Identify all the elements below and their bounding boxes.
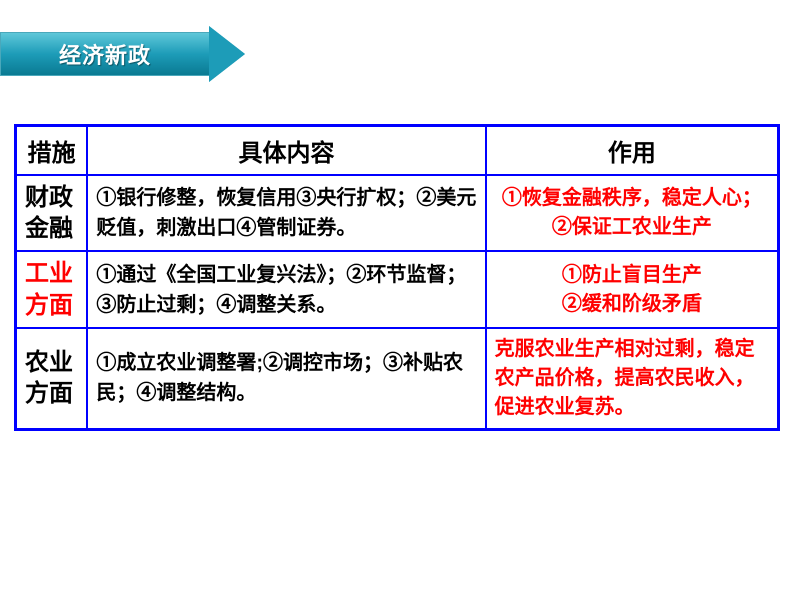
arrow-body: 经济新政: [0, 32, 210, 76]
row-effect-agriculture: 克服农业生产相对过剩，稳定农产品价格，提高农民收入，促进农业复苏。: [486, 328, 779, 430]
title-arrow-banner: 经济新政: [0, 28, 250, 80]
header-measure: 措施: [16, 126, 88, 176]
row-content-agriculture: ①成立农业调整署;②调控市场；③补贴农民；④调整结构。: [87, 328, 485, 430]
row-label-finance: 财政金融: [16, 175, 88, 251]
policy-table: 措施 具体内容 作用 财政金融 ①银行修整，恢复信用③央行扩权；②美元贬值，刺激…: [14, 124, 780, 431]
row-content-finance: ①银行修整，恢复信用③央行扩权；②美元贬值，刺激出口④管制证券。: [87, 175, 485, 251]
row-content-industry: ①通过《全国工业复兴法》；②环节监督；③防止过剩；④调整关系。: [87, 251, 485, 327]
row-effect-finance: ①恢复金融秩序，稳定人心；②保证工农业生产: [486, 175, 779, 251]
table-row: 农业方面 ①成立农业调整署;②调控市场；③补贴农民；④调整结构。 克服农业生产相…: [16, 328, 779, 430]
table-header-row: 措施 具体内容 作用: [16, 126, 779, 176]
arrow-head-icon: [209, 26, 245, 82]
header-effect: 作用: [486, 126, 779, 176]
row-label-industry: 工业方面: [16, 251, 88, 327]
header-content: 具体内容: [87, 126, 485, 176]
row-effect-industry: ①防止盲目生产 ②缓和阶级矛盾: [486, 251, 779, 327]
banner-title: 经济新政: [59, 38, 151, 70]
table-row: 工业方面 ①通过《全国工业复兴法》；②环节监督；③防止过剩；④调整关系。 ①防止…: [16, 251, 779, 327]
table-row: 财政金融 ①银行修整，恢复信用③央行扩权；②美元贬值，刺激出口④管制证券。 ①恢…: [16, 175, 779, 251]
row-label-agriculture: 农业方面: [16, 328, 88, 430]
